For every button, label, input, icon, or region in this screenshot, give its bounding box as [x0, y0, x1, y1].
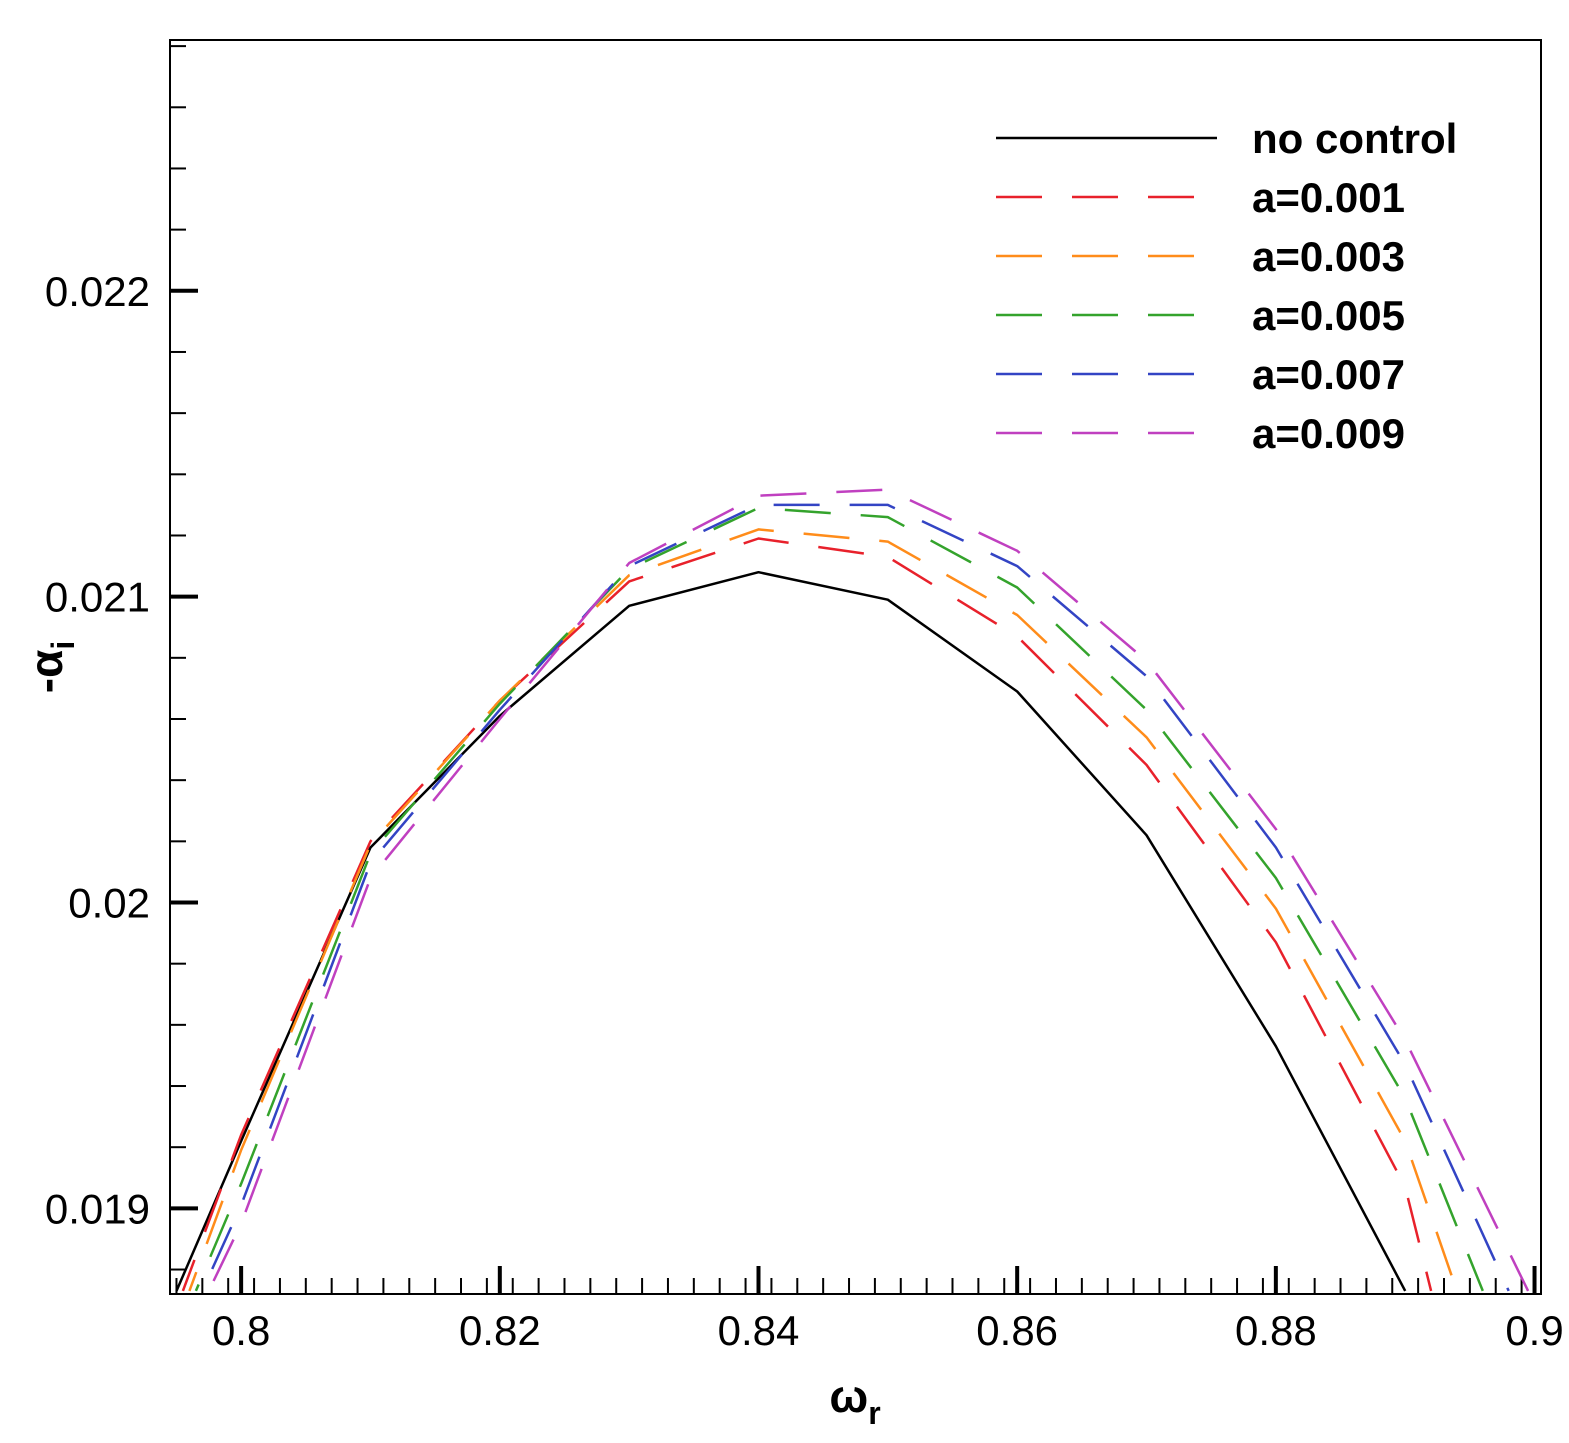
legend-label-1: a=0.001 [1252, 174, 1405, 221]
legend: no control a=0.001 a=0.003 a=0.005 a=0.007 a=… [996, 115, 1457, 457]
x-axis-subscript: r [868, 1395, 880, 1431]
series-line-5 [207, 488, 1530, 1292]
x-tick-label: 0.88 [1235, 1307, 1317, 1354]
x-tick-label: 0.82 [459, 1307, 541, 1354]
series-line-3 [194, 506, 1484, 1292]
x-tick-label: 0.84 [718, 1307, 800, 1354]
series-line-2 [188, 528, 1459, 1292]
y-axis-symbol: -α [20, 650, 72, 694]
plot-frame [169, 39, 1542, 1295]
series-group [175, 488, 1530, 1292]
legend-label-2: a=0.003 [1252, 233, 1405, 280]
axis-ticks [170, 45, 1537, 1294]
y-tick-label: 0.022 [45, 268, 150, 315]
legend-label-5: a=0.009 [1252, 410, 1405, 457]
series-line-0 [175, 570, 1407, 1292]
y-tick-label: 0.019 [45, 1185, 150, 1232]
x-tick-label: 0.86 [976, 1307, 1058, 1354]
legend-label-4: a=0.007 [1252, 351, 1405, 398]
y-axis-subscript: i [45, 641, 81, 650]
y-tick-label: 0.021 [45, 574, 150, 621]
series-line-1 [181, 537, 1433, 1292]
x-axis-symbol: ω [829, 1370, 868, 1422]
x-axis-title: ωr [829, 1370, 880, 1431]
y-tick-label: 0.02 [68, 880, 150, 927]
legend-label-3: a=0.005 [1252, 292, 1405, 339]
x-tick-label: 0.8 [212, 1307, 270, 1354]
series-line-4 [201, 503, 1510, 1292]
y-axis-title: -αi [20, 641, 81, 694]
legend-label-0: no control [1252, 115, 1457, 162]
tick-labels: 0.8 0.82 0.84 0.86 0.88 0.9 0.019 0.02 0.021 0.02… [45, 268, 1564, 1354]
x-tick-label: 0.9 [1505, 1307, 1563, 1354]
